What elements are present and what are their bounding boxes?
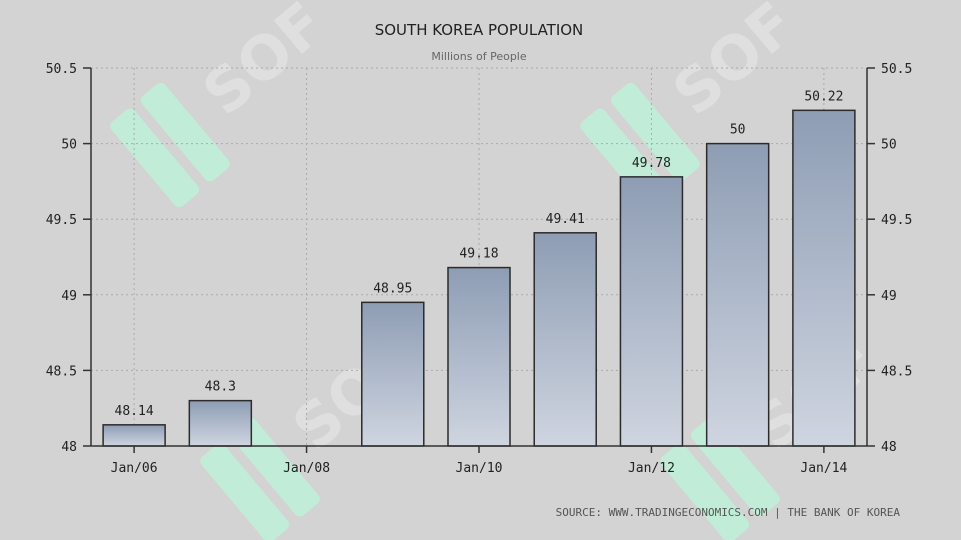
bar — [361, 301, 425, 447]
y-tick-label-left: 50 — [61, 138, 77, 153]
source-text: SOURCE: WWW.TRADINGECONOMICS.COM | THE B… — [556, 506, 901, 519]
x-tick-label: Jan/08 — [283, 461, 330, 476]
bar — [533, 232, 597, 447]
x-tick-label: Jan/10 — [456, 461, 503, 476]
y-tick-label-left: 50.5 — [46, 62, 77, 77]
x-tick-label: Jan/14 — [800, 461, 847, 476]
chart-subtitle: Millions of People — [431, 50, 527, 63]
y-tick-label-right: 50.5 — [881, 62, 912, 77]
chart-title: SOUTH KOREA POPULATION — [375, 21, 584, 39]
data-label: 49.18 — [459, 247, 498, 262]
x-tick-label: Jan/06 — [111, 461, 158, 476]
bars — [102, 109, 856, 447]
bar — [447, 266, 511, 447]
data-label: 48.14 — [115, 404, 154, 419]
y-tick-label-right: 49.5 — [881, 213, 912, 228]
y-tick-label-left: 49 — [61, 289, 77, 304]
x-tick-label: Jan/12 — [628, 461, 675, 476]
y-tick-label-left: 49.5 — [46, 213, 77, 228]
watermark-mark: SOF — [110, 0, 339, 208]
data-label: 48.3 — [205, 380, 236, 395]
bar — [792, 109, 856, 447]
labels: 48.14 48.3 48.95 49.18 49.41 49.78 50 50.22 48 48… — [46, 62, 913, 476]
watermark-text: SOF — [190, 0, 339, 129]
y-tick-label-left: 48.5 — [46, 364, 77, 379]
bar — [619, 176, 684, 447]
data-label: 49.41 — [546, 212, 585, 227]
y-tick-label-right: 50 — [881, 138, 897, 153]
y-tick-label-right: 49 — [881, 289, 897, 304]
bar — [705, 142, 770, 447]
watermark-mark: SOF — [580, 0, 809, 208]
bar — [188, 399, 253, 447]
bar — [102, 424, 166, 447]
data-label: 50 — [730, 123, 746, 138]
y-tick-label-right: 48.5 — [881, 364, 912, 379]
data-label: 49.78 — [632, 156, 671, 171]
data-label: 48.95 — [373, 281, 412, 296]
watermark-text: SOF — [660, 0, 809, 129]
y-tick-label-right: 48 — [881, 440, 897, 455]
y-tick-label-left: 48 — [61, 440, 77, 455]
data-label: 50.22 — [804, 89, 843, 104]
axes — [83, 67, 875, 453]
